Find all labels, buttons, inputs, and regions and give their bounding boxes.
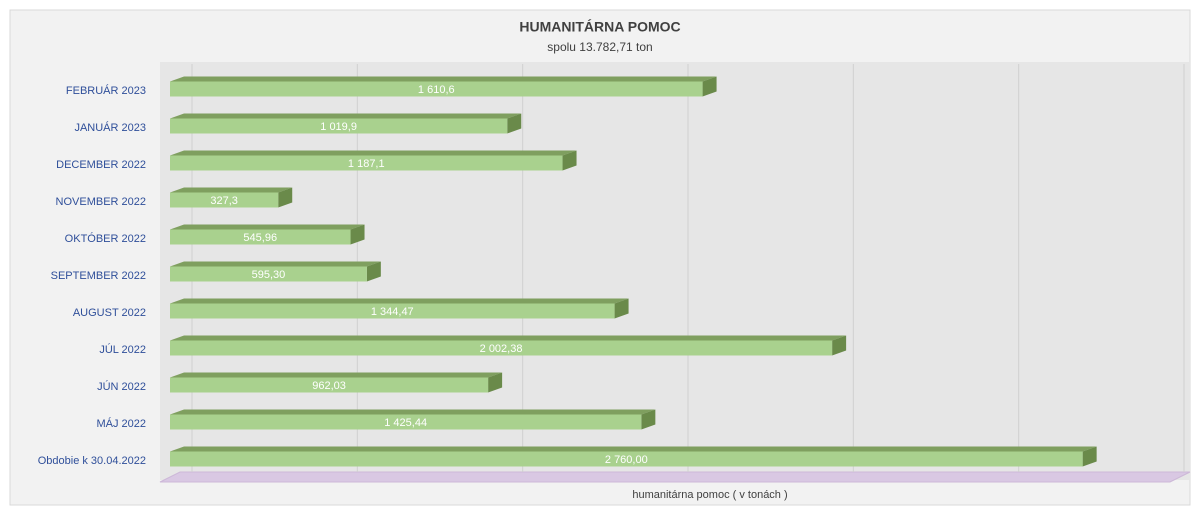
bar-top — [170, 224, 365, 230]
bar-side — [350, 224, 365, 245]
bar-top — [170, 446, 1097, 452]
bar-side — [366, 261, 381, 282]
bar-side — [702, 76, 717, 97]
y-tick-label: JANUÁR 2023 — [74, 121, 146, 134]
y-tick-label: FEBRUÁR 2023 — [66, 84, 146, 97]
bar-top — [170, 298, 629, 304]
x-axis-label: humanitárna pomoc ( v tonách ) — [632, 489, 787, 501]
bar — [170, 229, 351, 245]
bar-top — [170, 113, 522, 119]
y-tick-label: NOVEMBER 2022 — [56, 196, 146, 208]
y-tick-label: SEPTEMBER 2022 — [51, 270, 146, 282]
value-label: 545,96 — [243, 232, 277, 244]
value-label: 327,3 — [210, 195, 238, 207]
bar-top — [170, 409, 656, 415]
bar-side — [278, 187, 293, 208]
bar-top — [170, 76, 717, 82]
y-tick-label: JÚN 2022 — [97, 380, 146, 393]
bar — [170, 155, 563, 171]
bar-top — [170, 372, 503, 378]
bar — [170, 451, 1083, 467]
y-tick-label: AUGUST 2022 — [73, 307, 146, 319]
bar-top — [170, 335, 847, 341]
bar — [170, 118, 508, 134]
value-label: 595,30 — [252, 269, 286, 281]
bar-side — [1082, 446, 1097, 467]
bar-side — [832, 335, 847, 356]
bar — [170, 303, 615, 319]
bar — [170, 192, 279, 208]
bar — [170, 81, 703, 97]
value-label: 1 344,47 — [371, 306, 414, 318]
y-tick-label: OKTÓBER 2022 — [65, 232, 146, 245]
bar-side — [614, 298, 629, 319]
bar — [170, 377, 489, 393]
floor — [159, 471, 1191, 483]
chart-title: HUMANITÁRNA POMOC — [519, 19, 680, 35]
value-label: 1 425,44 — [384, 417, 427, 429]
chart-subtitle: spolu 13.782,71 ton — [547, 40, 652, 54]
value-label: 2 760,00 — [605, 454, 648, 466]
bar — [170, 266, 367, 282]
y-tick-label: MÁJ 2022 — [96, 417, 146, 430]
value-label: 1 187,1 — [348, 158, 385, 170]
y-tick-label: JÚL 2022 — [99, 343, 146, 356]
value-label: 1 019,9 — [320, 121, 357, 133]
bar-top — [170, 261, 381, 267]
value-label: 2 002,38 — [480, 343, 523, 355]
y-tick-label: Obdobie k 30.04.2022 — [38, 455, 146, 467]
bar-top — [170, 187, 293, 193]
bar-side — [562, 150, 577, 171]
y-tick-label: DECEMBER 2022 — [56, 159, 146, 171]
bar-side — [488, 372, 503, 393]
bar-top — [170, 150, 577, 156]
bar-side — [641, 409, 656, 430]
bar — [170, 340, 833, 356]
value-label: 1 610,6 — [418, 84, 455, 96]
value-label: 962,03 — [312, 380, 346, 392]
bar-side — [507, 113, 522, 134]
bar — [170, 414, 642, 430]
